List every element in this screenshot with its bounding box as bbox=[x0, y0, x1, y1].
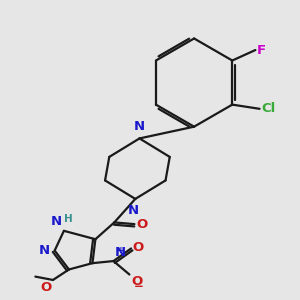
Text: −: − bbox=[134, 280, 144, 293]
Text: N: N bbox=[50, 215, 62, 228]
Text: N: N bbox=[38, 244, 50, 257]
Text: O: O bbox=[133, 241, 144, 254]
Text: N: N bbox=[114, 245, 125, 259]
Text: O: O bbox=[136, 218, 147, 231]
Text: N: N bbox=[128, 204, 139, 217]
Text: F: F bbox=[257, 44, 266, 56]
Text: N: N bbox=[134, 120, 145, 134]
Text: O: O bbox=[131, 275, 142, 288]
Text: Cl: Cl bbox=[261, 102, 275, 115]
Text: H: H bbox=[64, 214, 73, 224]
Text: +: + bbox=[117, 246, 125, 255]
Text: O: O bbox=[40, 281, 51, 294]
